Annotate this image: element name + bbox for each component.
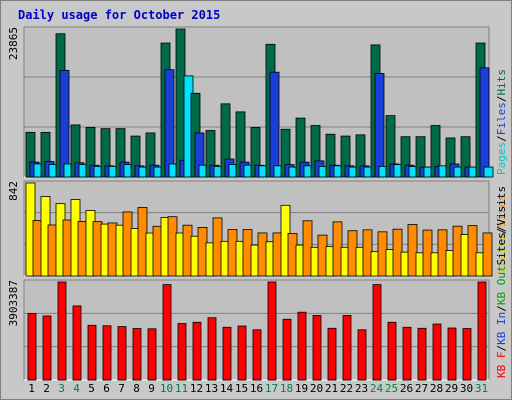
legend-entry: Sites [495, 232, 508, 265]
bar-kbytes-f-day-6 [102, 325, 112, 381]
x-tick-label-4: 4 [73, 382, 80, 395]
x-tick-label-27: 27 [415, 382, 428, 395]
x-tick-label-12: 12 [190, 382, 203, 395]
x-tick-label-13: 13 [205, 382, 218, 395]
panel-1-ymax-label: 23865 [7, 27, 20, 60]
x-tick-label-6: 6 [103, 382, 110, 395]
legend-entry: / [495, 135, 508, 142]
bar-sites-day-26 [407, 224, 418, 277]
legend-entry: KB Out [495, 265, 508, 305]
x-tick-label-31: 31 [475, 382, 488, 395]
bar-files-day-3 [59, 69, 70, 178]
x-tick-label-8: 8 [133, 382, 140, 395]
legend-entry: / [495, 345, 508, 352]
bar-files-day-17 [269, 71, 280, 178]
x-tick-label-10: 10 [160, 382, 173, 395]
legend-entry: Files [495, 102, 508, 135]
bar-kbytes-f-day-1 [27, 313, 37, 381]
x-tick-label-28: 28 [430, 382, 443, 395]
x-tick-label-11: 11 [175, 382, 188, 395]
bar-kbytes-f-day-7 [117, 326, 127, 381]
bar-kbytes-f-day-28 [432, 323, 442, 381]
bar-kbytes-f-day-30 [462, 328, 472, 381]
bar-kbytes-f-day-9 [147, 328, 157, 381]
x-tick-label-18: 18 [280, 382, 293, 395]
legend-entry: Visits [495, 234, 508, 274]
x-tick-label-23: 23 [355, 382, 368, 395]
x-tick-label-30: 30 [460, 382, 473, 395]
bar-kbytes-f-day-10 [162, 284, 172, 381]
bar-kbytes-f-day-11 [177, 323, 187, 381]
legend-entry: / [495, 305, 508, 312]
bar-kbytes-f-day-17 [267, 281, 277, 381]
bar-kbytes-f-day-18 [282, 318, 292, 381]
x-tick-label-5: 5 [88, 382, 95, 395]
bar-kbytes-f-day-20 [312, 315, 322, 381]
x-tick-label-2: 2 [43, 382, 50, 395]
bar-pages-day-31 [483, 166, 494, 178]
legend-entry: Visits [495, 186, 508, 226]
bar-kbytes-f-day-4 [72, 305, 82, 381]
x-tick-label-14: 14 [220, 382, 234, 395]
bar-kbytes-f-day-21 [327, 327, 337, 381]
panel-2-legend: Visits/Sites [495, 195, 508, 275]
bar-kbytes-f-day-3 [57, 281, 67, 381]
x-tick-label-21: 21 [325, 382, 338, 395]
panel-1-legend: Pages/Files/Hits [495, 69, 508, 175]
legend-entry: KB F [495, 352, 508, 379]
x-tick-label-25: 25 [385, 382, 398, 395]
x-tick-label-9: 9 [148, 382, 155, 395]
x-tick-label-20: 20 [310, 382, 323, 395]
bar-sites-day-31 [482, 232, 493, 277]
bar-kbytes-f-day-2 [42, 315, 52, 381]
bar-kbytes-f-day-22 [342, 315, 352, 381]
legend-entry: KB In [495, 312, 508, 345]
x-tick-label-17: 17 [265, 382, 278, 395]
bar-files-day-24 [374, 73, 385, 178]
legend-entry: / [495, 96, 508, 103]
chart-title: Daily usage for October 2015 [18, 8, 221, 22]
x-tick-label-26: 26 [400, 382, 413, 395]
panel-3-ymax-label: 3903387 [7, 280, 20, 326]
bar-kbytes-f-day-12 [192, 321, 202, 381]
bar-kbytes-f-day-15 [237, 325, 247, 381]
x-tick-label-7: 7 [118, 382, 125, 395]
bar-kbytes-f-day-25 [387, 321, 397, 381]
x-tick-label-19: 19 [295, 382, 308, 395]
bar-kbytes-f-day-24 [372, 284, 382, 381]
bar-kbytes-f-day-5 [87, 324, 97, 381]
x-tick-label-24: 24 [370, 382, 384, 395]
x-tick-label-22: 22 [340, 382, 353, 395]
legend-entry: Sites [495, 195, 508, 228]
x-tick-label-1: 1 [28, 382, 35, 395]
bar-kbytes-f-day-23 [357, 329, 367, 381]
bar-sites-day-30 [467, 225, 478, 277]
bar-kbytes-f-day-26 [402, 326, 412, 381]
x-tick-label-3: 3 [58, 382, 65, 395]
bar-kbytes-f-day-13 [207, 317, 217, 381]
x-tick-label-16: 16 [250, 382, 263, 395]
bar-kbytes-f-day-31 [477, 281, 487, 381]
bar-files-day-10 [164, 69, 175, 178]
legend-entry: / [495, 226, 508, 233]
bar-kbytes-f-day-29 [447, 327, 457, 381]
x-tick-label-15: 15 [235, 382, 248, 395]
legend-entry: / [495, 228, 508, 235]
bar-kbytes-f-day-19 [297, 311, 307, 381]
legend-entry: Hits [495, 69, 508, 96]
panel-2-ymax-label: 842 [7, 181, 20, 201]
panel-3-legend: KB F/KB In/KB OutSites/Visits [495, 186, 508, 378]
legend-entry: Pages [495, 142, 508, 175]
bar-kbytes-f-day-27 [417, 327, 427, 381]
bar-kbytes-f-day-16 [252, 329, 262, 381]
x-tick-label-29: 29 [445, 382, 458, 395]
bar-files-day-31 [479, 67, 490, 178]
bar-kbytes-f-day-14 [222, 326, 232, 381]
bar-kbytes-f-day-8 [132, 328, 142, 381]
